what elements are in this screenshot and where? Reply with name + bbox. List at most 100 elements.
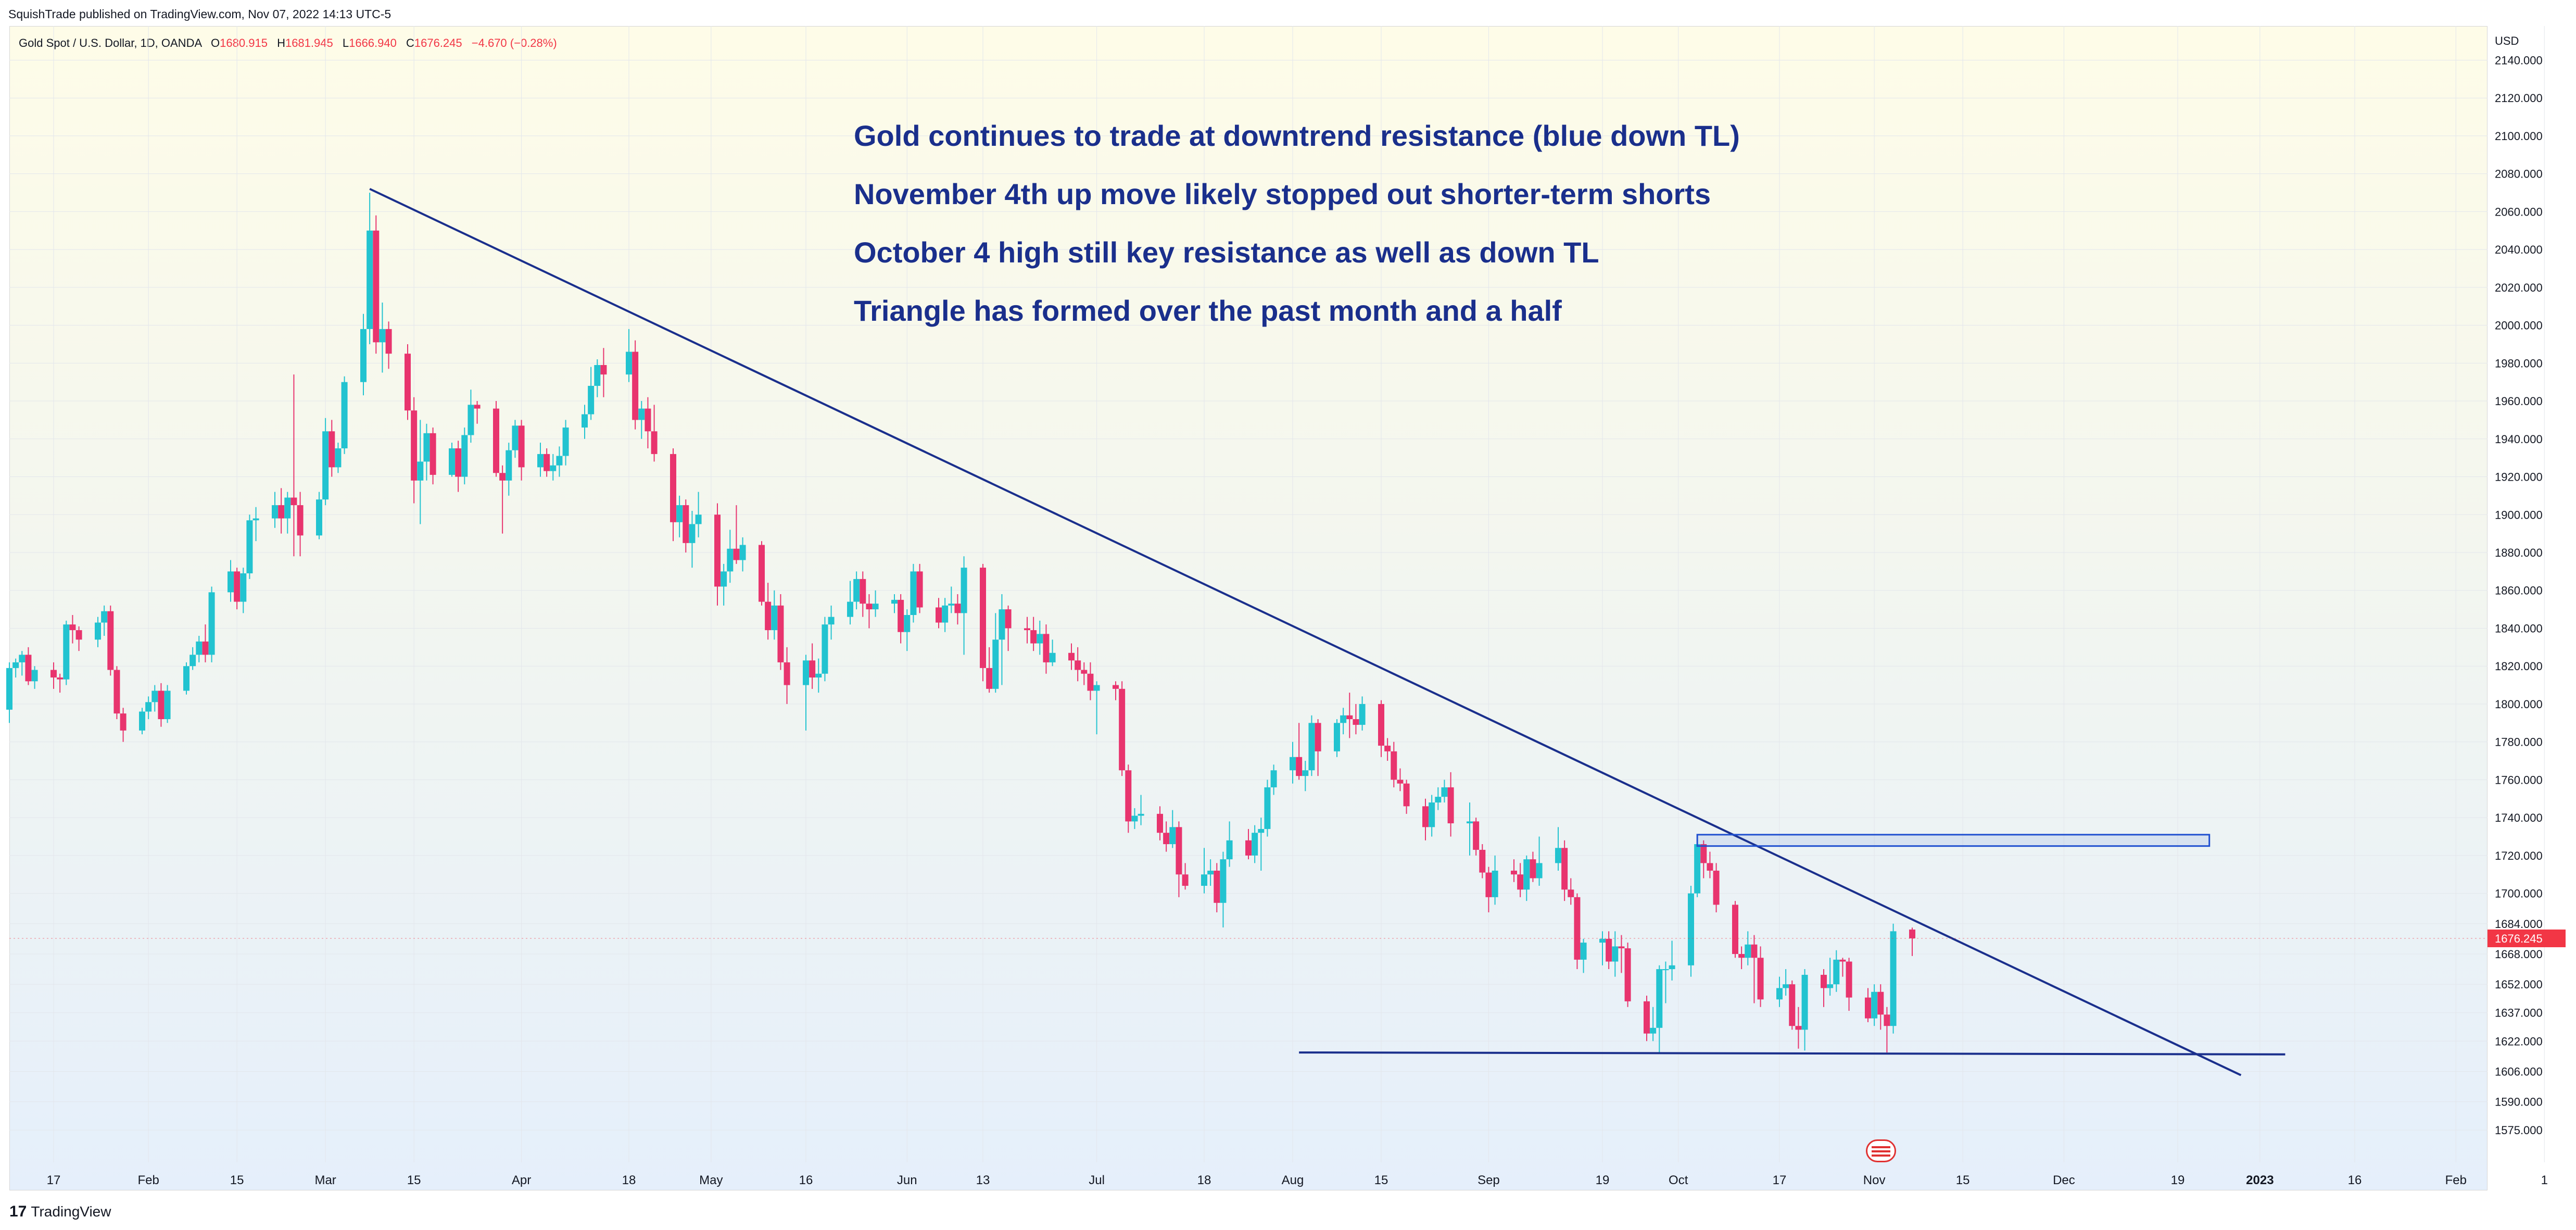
candle-body-down	[1119, 688, 1126, 771]
candle-body-up	[582, 414, 588, 428]
price-tick-label: 1920.000	[2495, 471, 2543, 484]
candle-body-up	[1669, 965, 1675, 970]
candle-body-up	[449, 448, 455, 475]
candle-body-up	[904, 615, 911, 632]
candle-body-up	[272, 505, 278, 519]
time-tick-label: 15	[230, 1173, 244, 1187]
candle-body-up	[468, 405, 474, 435]
candle-body-up	[1688, 893, 1694, 965]
candle-body-up	[1776, 988, 1783, 1000]
candle-body-down	[765, 601, 772, 631]
price-axis[interactable]: USD 2140.000 2120.000 2100.000 2080.000 2060.…	[2487, 34, 2566, 1137]
candle-body-up	[145, 702, 152, 712]
time-tick-label: 18	[1197, 1173, 1211, 1187]
candle-body-up	[828, 617, 835, 625]
time-tick-label: Feb	[2445, 1173, 2467, 1187]
candle-body-down	[986, 668, 993, 689]
candle-body-up	[872, 604, 879, 610]
time-tick-label: 19	[1596, 1173, 1610, 1187]
candle-body-up	[367, 230, 373, 329]
candle-body-up	[246, 520, 253, 573]
candle-body-up	[164, 691, 171, 720]
candle-body-up	[95, 622, 101, 640]
symbol-name: Gold Spot / U.S. Dollar, 1D, OANDA	[19, 36, 201, 49]
down-trendline	[369, 187, 2242, 1076]
candle-body-down	[1789, 984, 1796, 1026]
candle-body-up	[1536, 863, 1543, 878]
candle-body-down	[1422, 806, 1429, 827]
candle-body-down	[1839, 959, 1846, 962]
candle-body-up	[151, 691, 158, 702]
candle-body-down	[1113, 685, 1119, 689]
candle-body-down	[1713, 870, 1720, 905]
time-tick-label: 16	[799, 1173, 813, 1187]
candle-body-down	[107, 611, 114, 670]
footer-brand: 17 TradingView	[9, 1203, 111, 1221]
candle-body-up	[506, 450, 512, 481]
candle-body-up	[1049, 652, 1056, 662]
candle-body-up	[1264, 787, 1271, 829]
candle-body-up	[423, 433, 430, 462]
time-tick-label: Mar	[314, 1173, 336, 1187]
price-tick-label: 1880.000	[2495, 546, 2543, 559]
price-tick-label: 2020.000	[2495, 281, 2543, 294]
candle-body-up	[284, 497, 291, 519]
candle-body-up	[12, 662, 19, 668]
candle-body-down	[202, 641, 209, 655]
candle-body-up	[1037, 634, 1043, 644]
candle-body-down	[373, 230, 380, 343]
candle-body-down	[1795, 1026, 1802, 1030]
candle-body-down	[493, 408, 499, 473]
candle-body-up	[803, 660, 809, 685]
candle-body-down	[980, 568, 986, 668]
candle-body-down	[1757, 958, 1764, 1000]
candle-body-up	[1801, 974, 1808, 1030]
candle-body-down	[1296, 757, 1303, 776]
annotation-3: October 4 high still key resistance as w…	[854, 236, 1599, 269]
candle-body-down	[1517, 874, 1524, 890]
candle-body-down	[1163, 833, 1170, 845]
candle-body-down	[759, 545, 765, 602]
candle-body-down	[518, 425, 525, 468]
candle-body-up	[240, 573, 247, 602]
price-tick-label: 2120.000	[2495, 92, 2543, 105]
grid-lines	[9, 26, 2545, 1162]
candle-body-down	[1473, 821, 1480, 850]
time-tick-label: 15	[407, 1173, 421, 1187]
candle-body-up	[461, 435, 468, 477]
candle-body-up	[992, 639, 999, 689]
candle-body-up	[1138, 813, 1144, 816]
candle-body-up	[1599, 938, 1606, 943]
candle-body-up	[1656, 969, 1663, 1028]
candle-body-down	[714, 514, 721, 587]
candle-body-down	[69, 624, 76, 631]
candle-body-up	[1441, 787, 1448, 797]
price-tick-label: 1840.000	[2495, 622, 2543, 635]
time-tick-label: Oct	[1669, 1173, 1688, 1187]
brand-name: TradingView	[31, 1203, 111, 1220]
candle-body-down	[1568, 889, 1574, 897]
candle-body-up	[638, 408, 645, 420]
candle-body-up	[512, 425, 519, 450]
candle-body-down	[1182, 874, 1189, 886]
candle-body-down	[1043, 634, 1050, 662]
candle-body-down	[455, 448, 462, 477]
price-tick-label: 2000.000	[2495, 319, 2543, 332]
time-tick-label: 15	[1956, 1173, 1970, 1187]
us-flag-event-icon[interactable]	[1866, 1139, 1896, 1162]
candle-body-up	[1783, 984, 1789, 988]
candle-body-down	[1447, 787, 1454, 824]
candle-body-down	[1624, 948, 1631, 1001]
candle-body-down	[1751, 944, 1758, 958]
time-tick-label: 17	[47, 1173, 61, 1187]
time-tick-label: 16	[2348, 1173, 2362, 1187]
time-axis[interactable]: 17 Feb 15 Mar 15 Apr 18 May 16 Jun 13 Jul 18 Aug 15 Sep…	[47, 1173, 2548, 1187]
candle-body-up	[1429, 802, 1435, 827]
candle-body-up	[360, 329, 367, 382]
triangle-support	[1299, 1051, 2285, 1056]
candle-body-down	[1644, 1001, 1650, 1034]
candle-body-up	[1093, 685, 1100, 691]
candle-body-up	[208, 592, 215, 655]
candle-body-up	[537, 454, 544, 468]
